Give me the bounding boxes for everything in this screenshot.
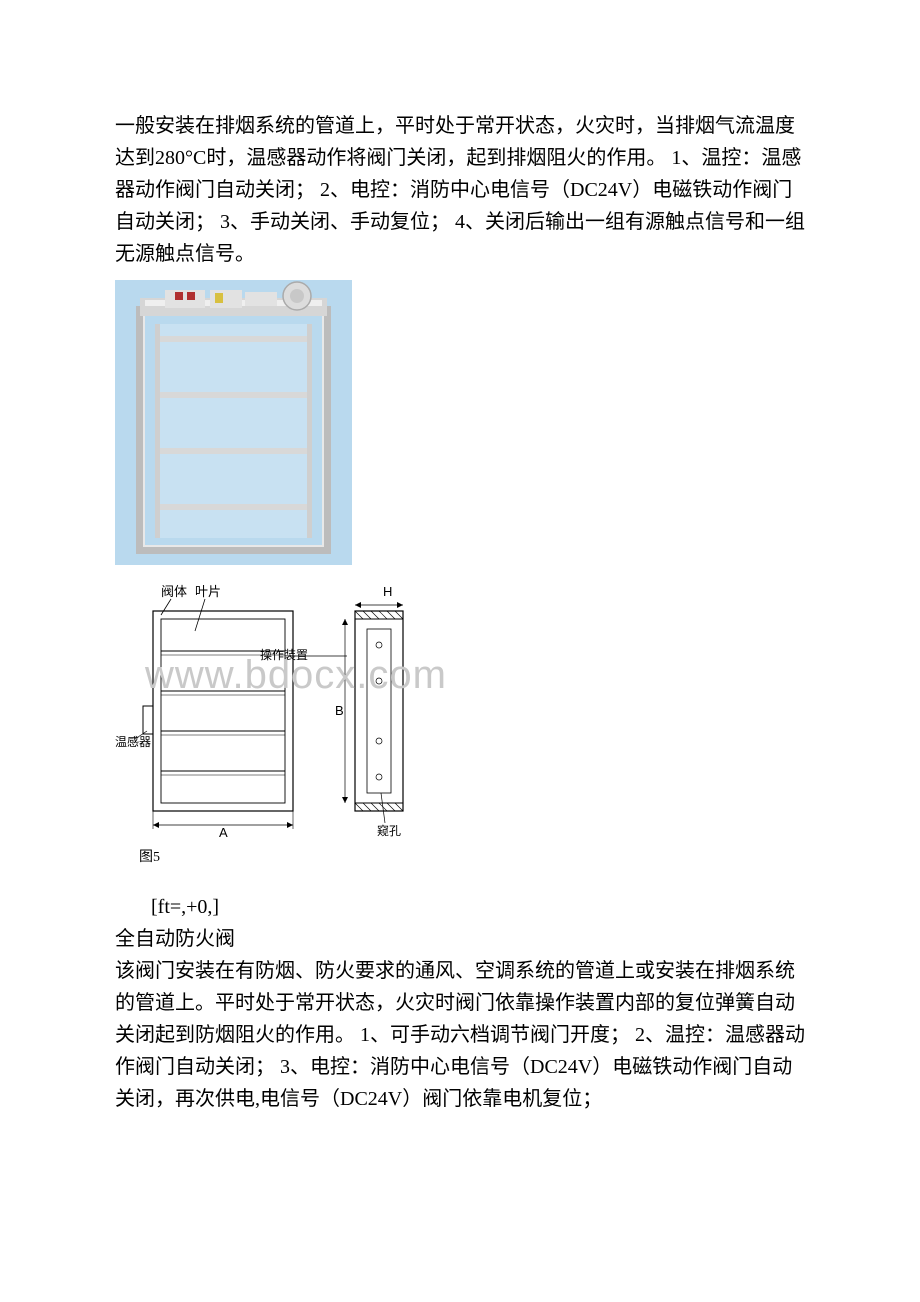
label-a: A [219,825,228,840]
label-body: 阀体 [161,584,187,599]
ft-line-text: [ft=,+0,] [151,896,219,918]
diagram-svg: 阀体 叶片 温感器 操作装置 [115,581,415,871]
dim-h-arrow-r [397,602,403,608]
technical-diagram: www.bdocx.com 阀体 叶片 温感器 [115,581,805,881]
product-photo-svg [115,280,352,565]
front-view: 阀体 叶片 温感器 操作装置 [115,584,347,865]
paragraph-1: 一般安装在排烟系统的管道上，平时处于常开状态，火灾时，当排烟气流温度达到280°… [115,110,805,270]
product-photo [115,280,805,575]
blade-1 [155,336,312,342]
device-box-3 [245,292,277,306]
device-red-2 [187,292,195,300]
device-box-2 [210,290,242,308]
dim-a-arrow-l [153,822,159,828]
heading-2: 全自动防火阀 [115,923,805,955]
device-yellow [215,293,223,303]
label-fig: 图5 [139,850,160,865]
blade-4 [155,504,312,510]
side-hatch-top [355,611,403,619]
dim-h-arrow-l [355,602,361,608]
ft-line: [ft=,+0,] [115,891,805,923]
side-hole-2 [376,678,382,684]
side-outer [355,611,403,811]
paragraph-2: 该阀门安装在有防烟、防火要求的通风、空调系统的管道上或安装在排烟系统的管道上。平… [115,955,805,1115]
side-hole-4 [376,774,382,780]
label-blade: 叶片 [195,584,221,599]
front-outer [153,611,293,811]
front-inner [161,619,285,803]
device-cylinder-inner [290,289,304,303]
label-hole: 窥孔 [377,823,401,838]
leader-body [161,599,171,615]
dim-b-arrow-t [342,619,348,625]
blade-3 [155,448,312,454]
device-box-1 [165,290,205,308]
device-red-1 [175,292,183,300]
sensor-box [143,706,153,734]
dim-b-arrow-b [342,797,348,803]
side-hole-3 [376,738,382,744]
paragraph-1-text: 一般安装在排烟系统的管道上，平时处于常开状态，火灾时，当排烟气流温度达到280°… [115,115,805,265]
inner-right [307,324,312,538]
side-view: H [335,584,403,838]
label-sensor: 温感器 [115,734,151,749]
label-b: B [335,703,344,718]
side-hatch-bottom [355,803,403,811]
inner-left [155,324,160,538]
label-h: H [383,584,392,599]
label-device: 操作装置 [260,647,308,662]
leader-blade [195,599,205,631]
paragraph-2-text: 该阀门安装在有防烟、防火要求的通风、空调系统的管道上或安装在排烟系统的管道上。平… [115,960,805,1110]
side-inner-box [367,629,391,793]
side-hole-1 [376,642,382,648]
heading-2-text: 全自动防火阀 [115,928,235,950]
dim-a-arrow-r [287,822,293,828]
blade-2 [155,392,312,398]
